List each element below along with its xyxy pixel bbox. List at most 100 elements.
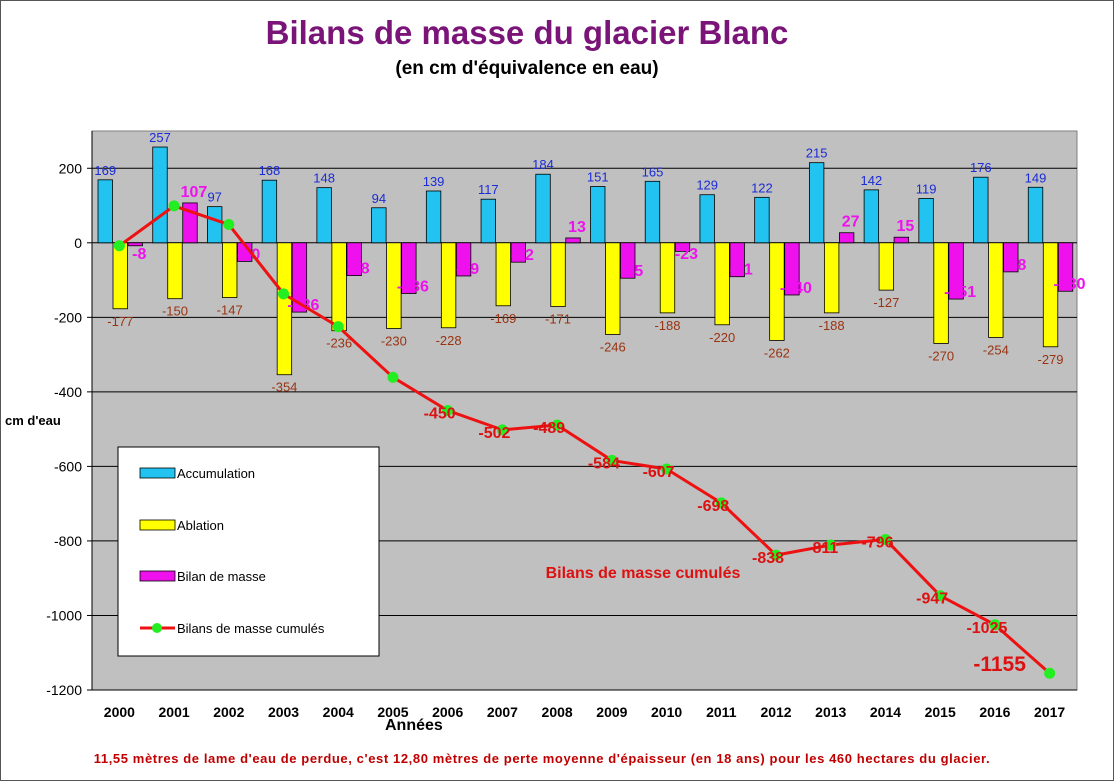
data-label-ablation: -169: [490, 311, 516, 326]
x-tick-label: 2014: [870, 704, 901, 720]
data-label-bilan: -78: [1003, 257, 1026, 274]
x-tick-label: 2013: [815, 704, 846, 720]
data-label-ablation: -147: [217, 303, 243, 318]
y-tick-label: 200: [59, 160, 83, 176]
data-label-bilan: 15: [896, 218, 914, 235]
bar-ablation: [933, 242, 949, 344]
data-label-bilan: -23: [675, 246, 698, 263]
data-label-accumulation: 117: [478, 182, 499, 197]
legend-marker: [152, 623, 162, 633]
data-label-bilan: -8: [132, 246, 146, 263]
bar-ablation: [112, 242, 128, 310]
data-label-ablation: -220: [709, 330, 735, 345]
marker-cumul: [278, 288, 290, 300]
bar-ablation: [878, 242, 895, 291]
bar-accumulation: [644, 180, 661, 244]
marker-cumul: [1044, 667, 1056, 679]
y-tick-label: -600: [54, 458, 82, 474]
x-tick-label: 2006: [432, 704, 463, 720]
y-tick-label: -1200: [46, 682, 82, 698]
bar-bilan: [838, 232, 855, 244]
y-axis-label: cm d'eau: [5, 413, 61, 428]
data-label-bilan: -151: [944, 284, 976, 301]
annotation-cumul: Bilans de masse cumulés: [546, 565, 741, 582]
bar-bilan: [948, 242, 964, 300]
bar-bilan: [620, 242, 636, 279]
data-label-cumul: -1025: [966, 620, 1007, 637]
legend-swatch: [139, 570, 176, 582]
data-label-accumulation: 257: [149, 130, 171, 145]
bar-ablation: [659, 242, 676, 314]
marker-cumul: [770, 549, 782, 561]
marker-cumul: [168, 200, 180, 212]
bar-ablation: [769, 242, 785, 341]
data-label-accumulation: 169: [94, 163, 116, 178]
bar-bilan: [674, 242, 691, 252]
data-label-cumul: -811: [807, 540, 838, 557]
bar-bilan: [784, 242, 800, 296]
data-label-ablation: -279: [1038, 352, 1064, 367]
chart-title: Bilans de masse du glacier Blanc: [265, 14, 789, 51]
data-label-cumul: -698: [697, 498, 729, 515]
marker-cumul: [551, 419, 563, 431]
bar-bilan: [510, 242, 526, 263]
bar-ablation: [222, 242, 238, 298]
data-label-accumulation: 184: [532, 157, 554, 172]
bar-ablation: [440, 242, 457, 329]
bar-accumulation: [97, 179, 113, 244]
data-label-ablation: -188: [654, 318, 680, 333]
data-label-cumul: -502: [478, 425, 510, 442]
data-label-bilan: -88: [347, 261, 370, 278]
data-label-accumulation: 94: [372, 191, 386, 206]
x-tick-label: 2002: [213, 704, 244, 720]
bar-accumulation: [371, 207, 387, 244]
bar-accumulation: [261, 179, 278, 244]
bar-bilan: [1057, 242, 1074, 292]
data-label-bilan: -95: [620, 263, 643, 280]
marker-cumul: [223, 219, 235, 231]
data-label-bilan: -91: [730, 262, 753, 279]
data-label-ablation: -270: [928, 348, 954, 363]
bar-ablation: [714, 242, 730, 326]
legend-swatch: [139, 467, 176, 479]
data-label-cumul: -796: [861, 534, 893, 551]
data-label-bilan: -136: [397, 278, 429, 295]
marker-cumul: [442, 405, 454, 416]
x-tick-label: 2004: [323, 704, 354, 720]
data-label-accumulation: 151: [587, 170, 609, 185]
data-label-cumul: -584: [588, 455, 620, 472]
bar-bilan: [127, 242, 143, 247]
data-label-bilan: 27: [842, 214, 860, 231]
marker-cumul: [496, 424, 508, 436]
marker-cumul: [661, 463, 673, 475]
bar-accumulation: [535, 173, 551, 244]
bar-ablation: [550, 242, 566, 307]
bar-accumulation: [918, 198, 934, 244]
x-tick-label: 2009: [596, 704, 627, 720]
data-label-ablation: -177: [107, 314, 133, 329]
bar-accumulation: [1027, 186, 1044, 244]
bar-ablation: [605, 242, 621, 335]
bar-bilan: [729, 242, 745, 278]
data-label-cumul: -607: [643, 464, 675, 481]
data-label-cumul: -450: [424, 406, 456, 423]
bar-bilan: [455, 242, 472, 277]
bar-accumulation: [316, 187, 332, 244]
data-label-ablation: -230: [381, 334, 407, 349]
x-tick-label: 2007: [487, 704, 518, 720]
data-label-accumulation: 122: [751, 180, 773, 195]
bar-ablation: [167, 242, 183, 300]
x-tick-label: 2008: [542, 704, 573, 720]
y-tick-label: -400: [54, 384, 82, 400]
bar-ablation: [988, 242, 1004, 338]
bar-accumulation: [808, 162, 825, 244]
data-label-ablation: -150: [162, 304, 188, 319]
bar-accumulation: [863, 189, 880, 244]
bar-ablation: [1042, 242, 1059, 348]
marker-cumul: [606, 454, 618, 466]
marker-cumul: [825, 539, 837, 551]
bar-accumulation: [207, 206, 223, 244]
bar-ablation: [495, 242, 511, 307]
x-tick-label: 2015: [925, 704, 956, 720]
marker-cumul: [387, 371, 399, 383]
